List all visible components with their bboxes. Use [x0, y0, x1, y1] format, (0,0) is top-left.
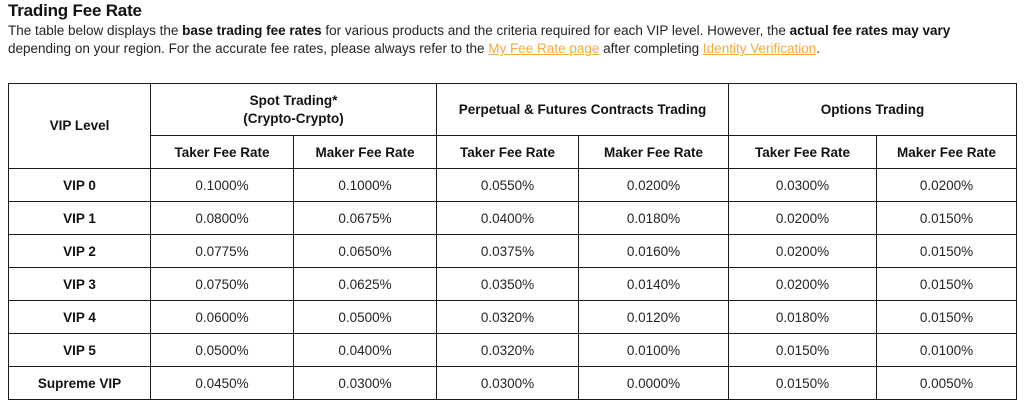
intro-text: The table below displays the	[8, 23, 183, 38]
table-row-vip2: VIP 2 0.0775% 0.0650% 0.0375% 0.0160% 0.…	[8, 234, 1018, 268]
vip-level-cell: VIP 5	[8, 333, 151, 367]
table-group-header-row: VIP Level Spot Trading* (Crypto-Crypto) …	[8, 83, 1018, 169]
fee-cell: 0.0320%	[436, 333, 579, 367]
fee-cell: 0.0300%	[293, 366, 437, 400]
vip-level-cell: VIP 2	[8, 234, 151, 268]
fee-cell: 0.0400%	[293, 333, 437, 367]
vip-level-cell: VIP 0	[8, 168, 151, 202]
group-header-spot-line2: (Crypto-Crypto)	[243, 110, 344, 126]
fee-cell: 0.0150%	[876, 201, 1018, 235]
fee-cell: 0.0500%	[293, 300, 437, 334]
group-header-perpetual-line1: Perpetual & Futures Contracts Trading	[458, 101, 707, 117]
fee-rate-table: VIP Level Spot Trading* (Crypto-Crypto) …	[8, 83, 1018, 400]
vip-level-cell: Supreme VIP	[8, 366, 151, 400]
fee-cell: 0.0300%	[436, 366, 579, 400]
identity-verification-link[interactable]: Identity Verification	[702, 41, 817, 56]
spot-maker-header: Maker Fee Rate	[293, 135, 437, 169]
fee-cell: 0.0300%	[728, 168, 878, 202]
vip-level-cell: VIP 3	[8, 267, 151, 301]
fee-cell: 0.0160%	[577, 234, 730, 268]
table-subheader-row: Taker Fee Rate Maker Fee Rate Taker Fee …	[9, 135, 1018, 169]
fee-cell: 0.0150%	[728, 333, 878, 367]
fee-cell: 0.0150%	[876, 234, 1018, 268]
group-header-options: Options Trading	[728, 83, 1018, 136]
page-title: Trading Fee Rate	[8, 1, 142, 20]
fee-cell: 0.0100%	[577, 333, 730, 367]
fee-cell: 0.0550%	[436, 168, 579, 202]
fee-cell: 0.0500%	[150, 333, 294, 367]
fee-cell: 0.0120%	[577, 300, 730, 334]
fee-cell: 0.0675%	[293, 201, 437, 235]
fee-cell: 0.0750%	[150, 267, 294, 301]
fee-cell: 0.0000%	[577, 366, 730, 400]
group-header-spot: Spot Trading* (Crypto-Crypto)	[150, 83, 437, 136]
options-maker-header: Maker Fee Rate	[876, 135, 1018, 169]
group-header-perpetual-futures: Perpetual & Futures Contracts Trading	[435, 83, 730, 136]
intro-paragraph: The table below displays the base tradin…	[8, 22, 1016, 58]
fee-cell: 0.0150%	[876, 267, 1018, 301]
fee-cell: 0.0625%	[293, 267, 437, 301]
fee-cell: 0.0200%	[577, 168, 730, 202]
fee-cell: 0.0150%	[728, 366, 878, 400]
fee-cell: 0.0350%	[436, 267, 579, 301]
fee-cell: 0.0150%	[876, 300, 1018, 334]
options-taker-header: Taker Fee Rate	[728, 135, 878, 169]
fee-cell: 0.0050%	[876, 366, 1018, 400]
vip-level-cell: VIP 1	[8, 201, 151, 235]
perp-maker-header: Maker Fee Rate	[577, 135, 730, 169]
intro-bold-actual-rates: actual fee rates may vary	[789, 23, 951, 38]
fee-cell: 0.0140%	[577, 267, 730, 301]
vip-level-header: VIP Level	[8, 83, 151, 169]
fee-cell: 0.0650%	[293, 234, 437, 268]
spot-taker-header: Taker Fee Rate	[150, 135, 294, 169]
group-header-options-line1: Options Trading	[820, 101, 925, 117]
fee-cell: 0.0100%	[876, 333, 1018, 367]
fee-cell: 0.0775%	[150, 234, 294, 268]
intro-text: depending on your region. For the accura…	[8, 41, 489, 56]
table-row-vip5: VIP 5 0.0500% 0.0400% 0.0320% 0.0100% 0.…	[8, 333, 1018, 367]
intro-text: after completing	[599, 41, 703, 56]
intro-bold-base-rates: base trading fee rates	[182, 23, 322, 38]
fee-cell: 0.0200%	[728, 201, 878, 235]
table-row-vip0: VIP 0 0.1000% 0.1000% 0.0550% 0.0200% 0.…	[8, 168, 1018, 202]
fee-cell: 0.1000%	[293, 168, 437, 202]
fee-cell: 0.0180%	[577, 201, 730, 235]
fee-cell: 0.0375%	[436, 234, 579, 268]
intro-text: .	[816, 41, 821, 56]
perp-taker-header: Taker Fee Rate	[436, 135, 579, 169]
fee-cell: 0.0800%	[150, 201, 294, 235]
table-row-vip1: VIP 1 0.0800% 0.0675% 0.0400% 0.0180% 0.…	[8, 201, 1018, 235]
group-header-spot-line1: Spot Trading*	[249, 92, 338, 108]
fee-cell: 0.1000%	[150, 168, 294, 202]
fee-cell: 0.0400%	[436, 201, 579, 235]
table-row-vip4: VIP 4 0.0600% 0.0500% 0.0320% 0.0120% 0.…	[8, 300, 1018, 334]
fee-cell: 0.0200%	[876, 168, 1018, 202]
table-row-vip3: VIP 3 0.0750% 0.0625% 0.0350% 0.0140% 0.…	[8, 267, 1018, 301]
fee-cell: 0.0450%	[150, 366, 294, 400]
fee-cell: 0.0600%	[150, 300, 294, 334]
intro-text: for various products and the criteria re…	[321, 23, 790, 38]
fee-cell: 0.0320%	[436, 300, 579, 334]
my-fee-rate-page-link[interactable]: My Fee Rate page	[488, 41, 600, 56]
fee-cell: 0.0200%	[728, 267, 878, 301]
fee-cell: 0.0180%	[728, 300, 878, 334]
table-row-supreme-vip: Supreme VIP 0.0450% 0.0300% 0.0300% 0.00…	[8, 366, 1018, 400]
fee-cell: 0.0200%	[728, 234, 878, 268]
vip-level-cell: VIP 4	[8, 300, 151, 334]
